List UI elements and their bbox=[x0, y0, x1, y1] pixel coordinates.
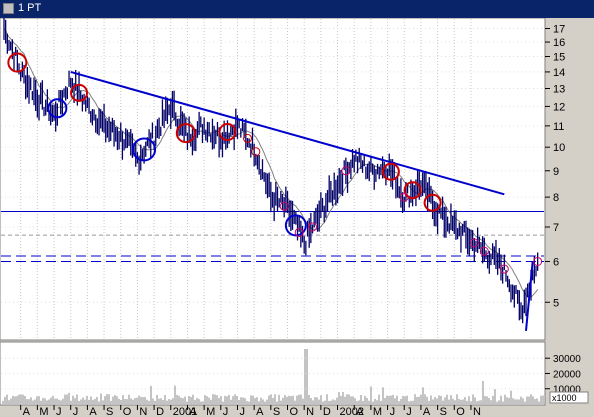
price-panel[interactable] bbox=[0, 18, 546, 341]
uptrend-line bbox=[524, 261, 534, 331]
price-tick-label: 15 bbox=[553, 51, 565, 63]
price-tick-label: 17 bbox=[553, 23, 565, 35]
price-tick-label: 7 bbox=[553, 222, 559, 234]
price-tick-label: 12 bbox=[553, 101, 565, 113]
price-tick-label: 14 bbox=[553, 67, 565, 79]
time-label: J bbox=[56, 406, 62, 417]
volume-unit-box bbox=[549, 391, 589, 404]
red-pattern-marker bbox=[175, 123, 196, 144]
pattern-markers bbox=[7, 52, 543, 274]
price-tick-label: 8 bbox=[553, 192, 559, 204]
time-label: A bbox=[89, 406, 97, 417]
price-tick-label: 16 bbox=[553, 37, 565, 49]
pink-pattern-marker bbox=[533, 256, 543, 266]
pink-pattern-marker bbox=[499, 264, 509, 274]
price-tick-label: 9 bbox=[553, 166, 559, 178]
time-label: N bbox=[306, 406, 314, 417]
vertical-gridlines bbox=[20, 19, 472, 339]
red-pattern-marker bbox=[7, 52, 28, 73]
time-label: O bbox=[290, 406, 299, 417]
time-label: S bbox=[106, 406, 113, 417]
window-titlebar[interactable]: 1 PT bbox=[0, 0, 594, 18]
red-pattern-marker bbox=[242, 133, 252, 143]
time-label: A bbox=[189, 406, 197, 417]
volume-axis: 30000 20000 10000 bbox=[1, 354, 581, 396]
time-label: S bbox=[273, 406, 280, 417]
time-label: J bbox=[406, 406, 412, 417]
time-label: A bbox=[256, 406, 264, 417]
pink-pattern-marker bbox=[308, 222, 318, 232]
chart-area[interactable]: 17 16 15 14 13 12 11 10 9 8 7 6 5 30000 20000 10000 x1… bbox=[0, 18, 594, 417]
time-label: J bbox=[73, 406, 79, 417]
red-pattern-marker bbox=[70, 83, 89, 102]
time-label: M bbox=[39, 406, 48, 417]
blue-pattern-marker bbox=[132, 137, 157, 162]
price-tick-label: 11 bbox=[553, 121, 564, 133]
price-tick-label: 13 bbox=[553, 83, 565, 95]
pink-pattern-marker bbox=[294, 227, 304, 237]
downtrend-line bbox=[70, 70, 505, 196]
pink-pattern-marker bbox=[341, 166, 351, 176]
time-label: M bbox=[373, 406, 382, 417]
pink-pattern-marker bbox=[279, 201, 289, 211]
pink-pattern-marker bbox=[399, 192, 409, 202]
time-label: D bbox=[323, 406, 331, 417]
time-label: 2001 bbox=[173, 406, 197, 417]
red-pattern-marker bbox=[381, 162, 400, 181]
time-label: A bbox=[23, 406, 31, 417]
price-tick-label: 6 bbox=[553, 256, 559, 268]
time-label: D bbox=[156, 406, 164, 417]
time-label: J bbox=[390, 406, 396, 417]
time-label: 2002 bbox=[340, 406, 364, 417]
time-label: O bbox=[123, 406, 132, 417]
time-label: J bbox=[239, 406, 245, 417]
red-pattern-marker bbox=[423, 193, 442, 212]
volume-tick-label: 10000 bbox=[553, 385, 581, 396]
moving-average-line bbox=[3, 28, 539, 298]
time-label: N bbox=[139, 406, 147, 417]
time-label: S bbox=[440, 406, 447, 417]
time-label: O bbox=[456, 406, 465, 417]
volume-panel[interactable] bbox=[0, 341, 546, 406]
volume-tick-label: 30000 bbox=[553, 354, 581, 365]
blue-pattern-marker bbox=[47, 98, 68, 119]
support-lines bbox=[1, 211, 544, 262]
time-label: M bbox=[206, 406, 215, 417]
red-pattern-marker bbox=[403, 181, 422, 200]
price-tick-label: 10 bbox=[553, 142, 565, 154]
time-label: A bbox=[356, 406, 364, 417]
window-title: 1 PT bbox=[18, 2, 42, 14]
volume-unit-label: x1000 bbox=[552, 393, 577, 403]
chart-window-icon[interactable] bbox=[3, 3, 14, 14]
price-tick-label: 5 bbox=[553, 297, 559, 309]
red-pattern-marker bbox=[251, 147, 261, 157]
volume-bars bbox=[2, 349, 544, 404]
volume-tick-label: 20000 bbox=[553, 369, 581, 380]
time-label: A bbox=[423, 406, 431, 417]
time-label: J bbox=[223, 406, 229, 417]
pink-pattern-marker bbox=[479, 246, 489, 256]
pink-pattern-marker bbox=[469, 238, 479, 248]
red-pattern-marker bbox=[218, 123, 237, 142]
price-axis: 17 16 15 14 13 12 11 10 9 8 7 6 5 bbox=[545, 23, 565, 309]
time-label: N bbox=[473, 406, 481, 417]
